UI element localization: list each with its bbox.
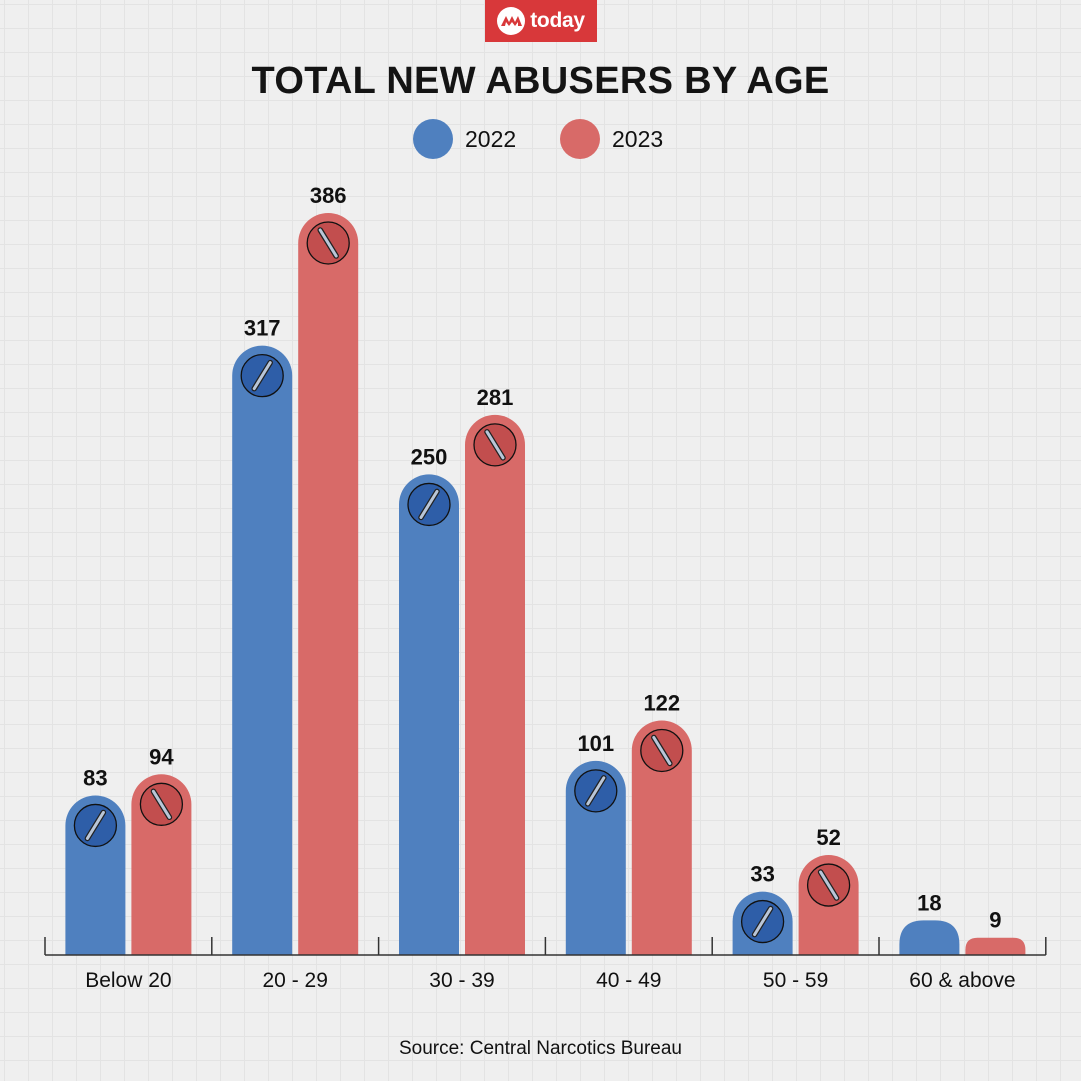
- bar-2023-5: [965, 937, 1026, 955]
- bar-2022-5: [899, 920, 960, 955]
- data-label: 122: [643, 690, 680, 715]
- data-label: 386: [310, 183, 347, 208]
- data-label: 250: [411, 444, 448, 469]
- x-tick-label: 60 & above: [909, 969, 1015, 992]
- x-tick-label: Below 20: [85, 969, 171, 992]
- data-label: 83: [83, 765, 107, 790]
- bar-2023-1: [298, 213, 359, 956]
- logo-mark-icon: [497, 7, 526, 35]
- pill-score-line: [753, 907, 773, 937]
- pill-score-line: [318, 228, 338, 258]
- brand-logo: today: [485, 0, 597, 42]
- pill-score-line: [85, 810, 105, 840]
- bar-2023-2: [465, 414, 525, 955]
- pill-score-line: [151, 789, 171, 819]
- x-tick-label: 40 - 49: [596, 969, 661, 992]
- brand-name: today: [530, 9, 585, 32]
- pill-score-line: [819, 870, 839, 900]
- data-label: 9: [989, 908, 1001, 933]
- pill-score-line: [586, 776, 606, 806]
- legend-item-2023: 2023: [560, 119, 663, 159]
- bar-2023-3: [631, 720, 692, 955]
- x-tick-label: 20 - 29: [263, 969, 328, 992]
- data-label: 33: [750, 862, 774, 887]
- pill-score-line: [419, 489, 439, 519]
- pill-score-line: [485, 430, 505, 460]
- chart-title: TOTAL NEW ABUSERS BY AGE: [251, 60, 830, 102]
- legend-label-2022: 2022: [465, 125, 517, 152]
- data-label: 101: [577, 731, 614, 756]
- data-label: 94: [149, 744, 174, 769]
- data-label: 281: [477, 385, 514, 410]
- legend-swatch-2023: [560, 119, 600, 159]
- bar-2022-3: [565, 760, 626, 955]
- bar-2022-2: [399, 474, 459, 955]
- legend-item-2022: 2022: [413, 119, 516, 159]
- x-tick-label: 50 - 59: [763, 969, 828, 992]
- data-label: 317: [244, 316, 281, 341]
- pill-score-line: [252, 361, 272, 391]
- legend: 2022 2023: [0, 119, 1081, 159]
- pill-score-line: [652, 735, 672, 765]
- legend-swatch-2022: [413, 119, 453, 159]
- data-label: 18: [917, 890, 941, 915]
- bar-2022-1: [232, 345, 293, 955]
- legend-label-2023: 2023: [612, 125, 664, 152]
- x-tick-label: 30 - 39: [429, 969, 494, 992]
- source-note: Source: Central Narcotics Bureau: [398, 1038, 682, 1059]
- data-label: 52: [816, 825, 840, 850]
